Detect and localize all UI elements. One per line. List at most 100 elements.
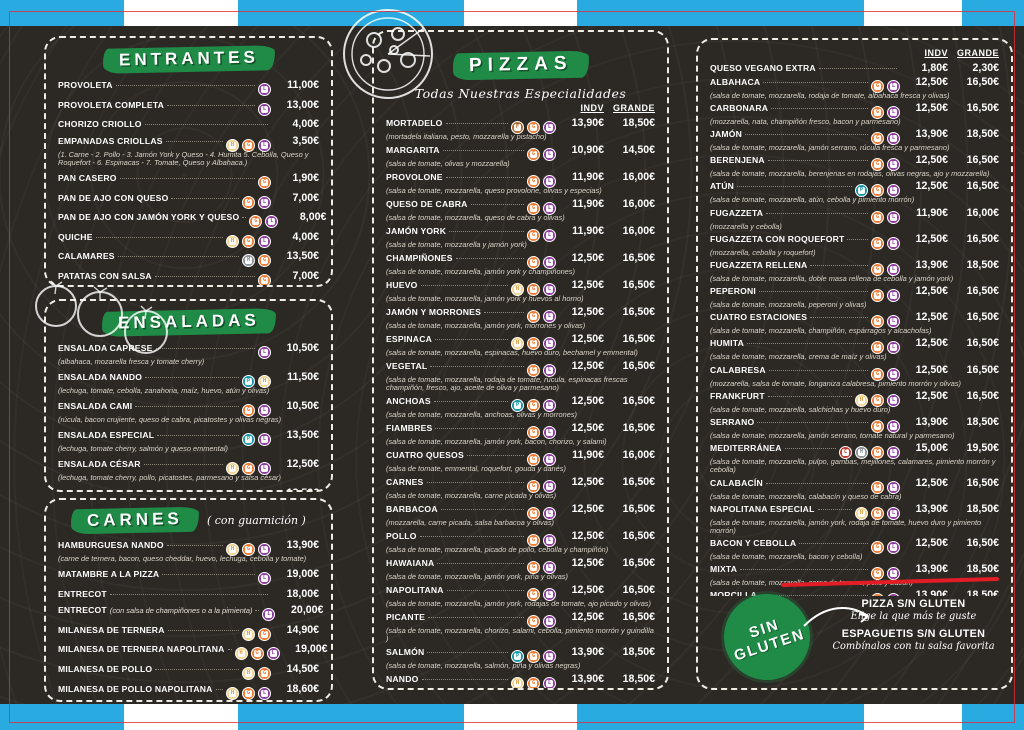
price-indv: 12,50€ [915, 75, 948, 88]
menu-item-row: MORCILLA GL 13,90€ 18,50€ [710, 589, 999, 596]
dotted-leader [759, 595, 868, 596]
item-description: (salsa de tomate, mozzarella, jamón york… [386, 598, 651, 608]
allergen-glyph: G [874, 544, 881, 552]
allergen-glyph: G [530, 563, 537, 571]
dotted-leader [117, 256, 239, 258]
allergen-glyph: H [245, 630, 252, 638]
item-name: PICANTE [386, 611, 426, 622]
allergen-lactose-icon: L [887, 541, 900, 555]
menu-background [0, 26, 1024, 704]
menu-item-row: JAMÓN Y MORRONES G L 12,50€ 16,50€ [386, 306, 655, 323]
allergen-gluten-icon: G [871, 419, 884, 433]
dotted-leader [427, 651, 508, 653]
item-name: MATAMBRE A LA PIZZA [58, 568, 160, 579]
item-name: BACON Y CEBOLLA [710, 538, 797, 549]
dotted-leader [433, 400, 508, 402]
item-name: QUICHE [58, 231, 93, 242]
price-indv: 12,50€ [571, 421, 604, 434]
allergen-lactose-icon: L [543, 336, 556, 350]
dotted-leader [242, 217, 247, 219]
allergen-egg-icon: H [855, 393, 868, 407]
allergen-glyph: L [890, 161, 897, 169]
item-inline-description: (con salsa de champiñones o a la pimient… [109, 606, 253, 616]
price-grande: 16,50€ [966, 75, 999, 88]
item-description: (salsa de tomate, mozzarella, jamón york… [386, 571, 568, 581]
allergen-gluten-icon: G [871, 79, 884, 93]
price-grande: 16,50€ [622, 475, 655, 488]
menu-item-row: CUATRO ESTACIONES G L 12,50€ 16,50€ [710, 311, 999, 329]
allergen-glyph: L [269, 650, 277, 658]
price-indv: 12,50€ [571, 475, 604, 488]
item-description: (salsa de tomate, mozzarella, peperoni y… [710, 300, 867, 310]
menu-item: VEGETAL G L 12,50€ 16,50€ (salsa de tomate, m… [386, 360, 655, 393]
allergen-badges: GL [871, 593, 900, 596]
dotted-leader [109, 593, 268, 595]
allergen-glyph: L [261, 86, 268, 93]
allergen-glyph: L [546, 366, 553, 374]
price-indv: 12,50€ [571, 583, 604, 596]
menu-item: FUGAZZETA CON ROQUEFORT G L 12,50€ 16,50€ (mo… [710, 233, 999, 257]
price-grande: 18,50€ [622, 117, 655, 129]
allergen-glyph: G [874, 483, 881, 491]
price-indv: 13,90€ [915, 128, 948, 141]
ensaladas-panel: ENSALADAS ENSALADA CAPRESE L 10,50€ (albaha… [44, 299, 333, 492]
menu-item: CHORIZO CRIOLLO 4,00€ [58, 118, 319, 130]
item-name: ESPINACA [386, 333, 433, 344]
allergen-glyph: L [268, 218, 276, 226]
menu-item-row: CALAMARES M G 13,50€ [58, 250, 319, 268]
menu-item: MATAMBRE A LA PIZZA L 19,00€ [58, 568, 319, 585]
price-indv: 13,90€ [915, 502, 948, 515]
menu-item: CARBONARA G L 12,50€ 16,50€ (mozzarella, nata… [710, 102, 999, 126]
allergen-gluten-icon: G [871, 480, 884, 494]
dotted-leader [167, 629, 239, 631]
allergen-lactose-icon: L [265, 215, 279, 229]
allergen-egg-icon: H [511, 282, 524, 296]
item-name: CARBONARA [710, 102, 769, 113]
allergen-glyph: H [261, 377, 268, 385]
menu-item-row: PICANTE G L 12,50€ 16,50€ [386, 611, 655, 628]
menu-item: MILANESA DE POLLO NAPOLITANA H G L 18,60€ [58, 683, 319, 700]
price-grande: 16,00€ [622, 197, 655, 210]
allergen-lactose-icon: L [543, 676, 556, 688]
allergen-glyph: L [890, 483, 897, 491]
allergen-glyph: L [261, 237, 268, 245]
menu-item-row: FUGAZZETA RELLENA G L 13,90€ 18,50€ [710, 258, 999, 276]
allergen-glyph: L [890, 344, 897, 352]
menu-item: HAMBURGUESA NANDO H G L 13,90€ (carne de tern… [58, 539, 319, 563]
sin-gluten-stamp: SIN GLUTEN [712, 582, 822, 688]
allergen-glyph: H [229, 464, 236, 472]
price: 13,50€ [286, 250, 319, 263]
allergen-glyph: L [546, 617, 553, 625]
allergen-glyph: L [261, 198, 268, 206]
allergen-glyph: L [546, 679, 553, 687]
allergen-glyph: L [546, 150, 553, 158]
price-grande: 18,50€ [622, 645, 655, 658]
price-indv: 13,90€ [915, 258, 948, 271]
price-grande: 18,50€ [966, 128, 999, 141]
menu-item-row: FUGAZZETA CON ROQUEFORT G L 12,50€ 16,50€ [710, 233, 999, 250]
item-name: PROVOLETA COMPLETA [58, 99, 165, 110]
allergen-lactose-icon: L [258, 461, 271, 475]
allergen-badges: L [258, 102, 271, 116]
item-name: MIXTA [710, 564, 738, 575]
allergen-glyph: G [874, 509, 881, 517]
item-description: (salsa de tomate, mozzarella, salmón, pi… [386, 660, 581, 670]
price: 11,00€ [287, 79, 319, 91]
menu-item: CALABRESA G L 12,50€ 16,50€ (mozzarella, sals… [710, 364, 999, 388]
allergen-lactose-icon: L [543, 309, 556, 323]
allergen-lactose-icon: L [543, 533, 556, 547]
item-name: CUATRO ESTACIONES [710, 312, 808, 323]
menu-item-row: MILANESA DE POLLO NAPOLITANA H G L 18,60€ [58, 683, 319, 700]
allergen-glyph: H [229, 689, 236, 697]
item-name: HAWAIANA [386, 557, 435, 568]
allergen-glyph: P [514, 652, 521, 660]
dotted-leader [817, 508, 852, 510]
